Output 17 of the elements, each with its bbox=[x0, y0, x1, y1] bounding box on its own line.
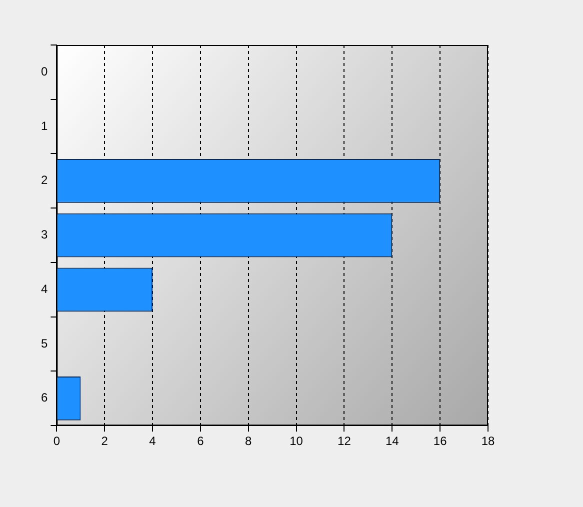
x-tick-label: 12 bbox=[338, 434, 352, 448]
x-tick-label: 8 bbox=[245, 434, 252, 448]
x-tick-label: 10 bbox=[290, 434, 304, 448]
y-tick-label: 1 bbox=[40, 118, 48, 133]
y-tick-label: 5 bbox=[40, 336, 48, 350]
x-tick-label: 2 bbox=[101, 434, 108, 448]
x-tick-label: 0 bbox=[53, 434, 60, 448]
y-tick-label: 2 bbox=[40, 173, 48, 188]
x-tick-label: 14 bbox=[385, 434, 400, 448]
y-tick-label: 3 bbox=[40, 228, 48, 242]
y-tick-label: 6 bbox=[40, 390, 48, 405]
y-tick-label: 4 bbox=[40, 282, 48, 296]
x-tick-label: 6 bbox=[197, 434, 204, 448]
x-tick-label: 18 bbox=[481, 434, 495, 448]
x-tick-label: 4 bbox=[149, 434, 156, 448]
y-tick-label: 0 bbox=[40, 64, 48, 78]
x-tick-label: 16 bbox=[433, 434, 448, 448]
